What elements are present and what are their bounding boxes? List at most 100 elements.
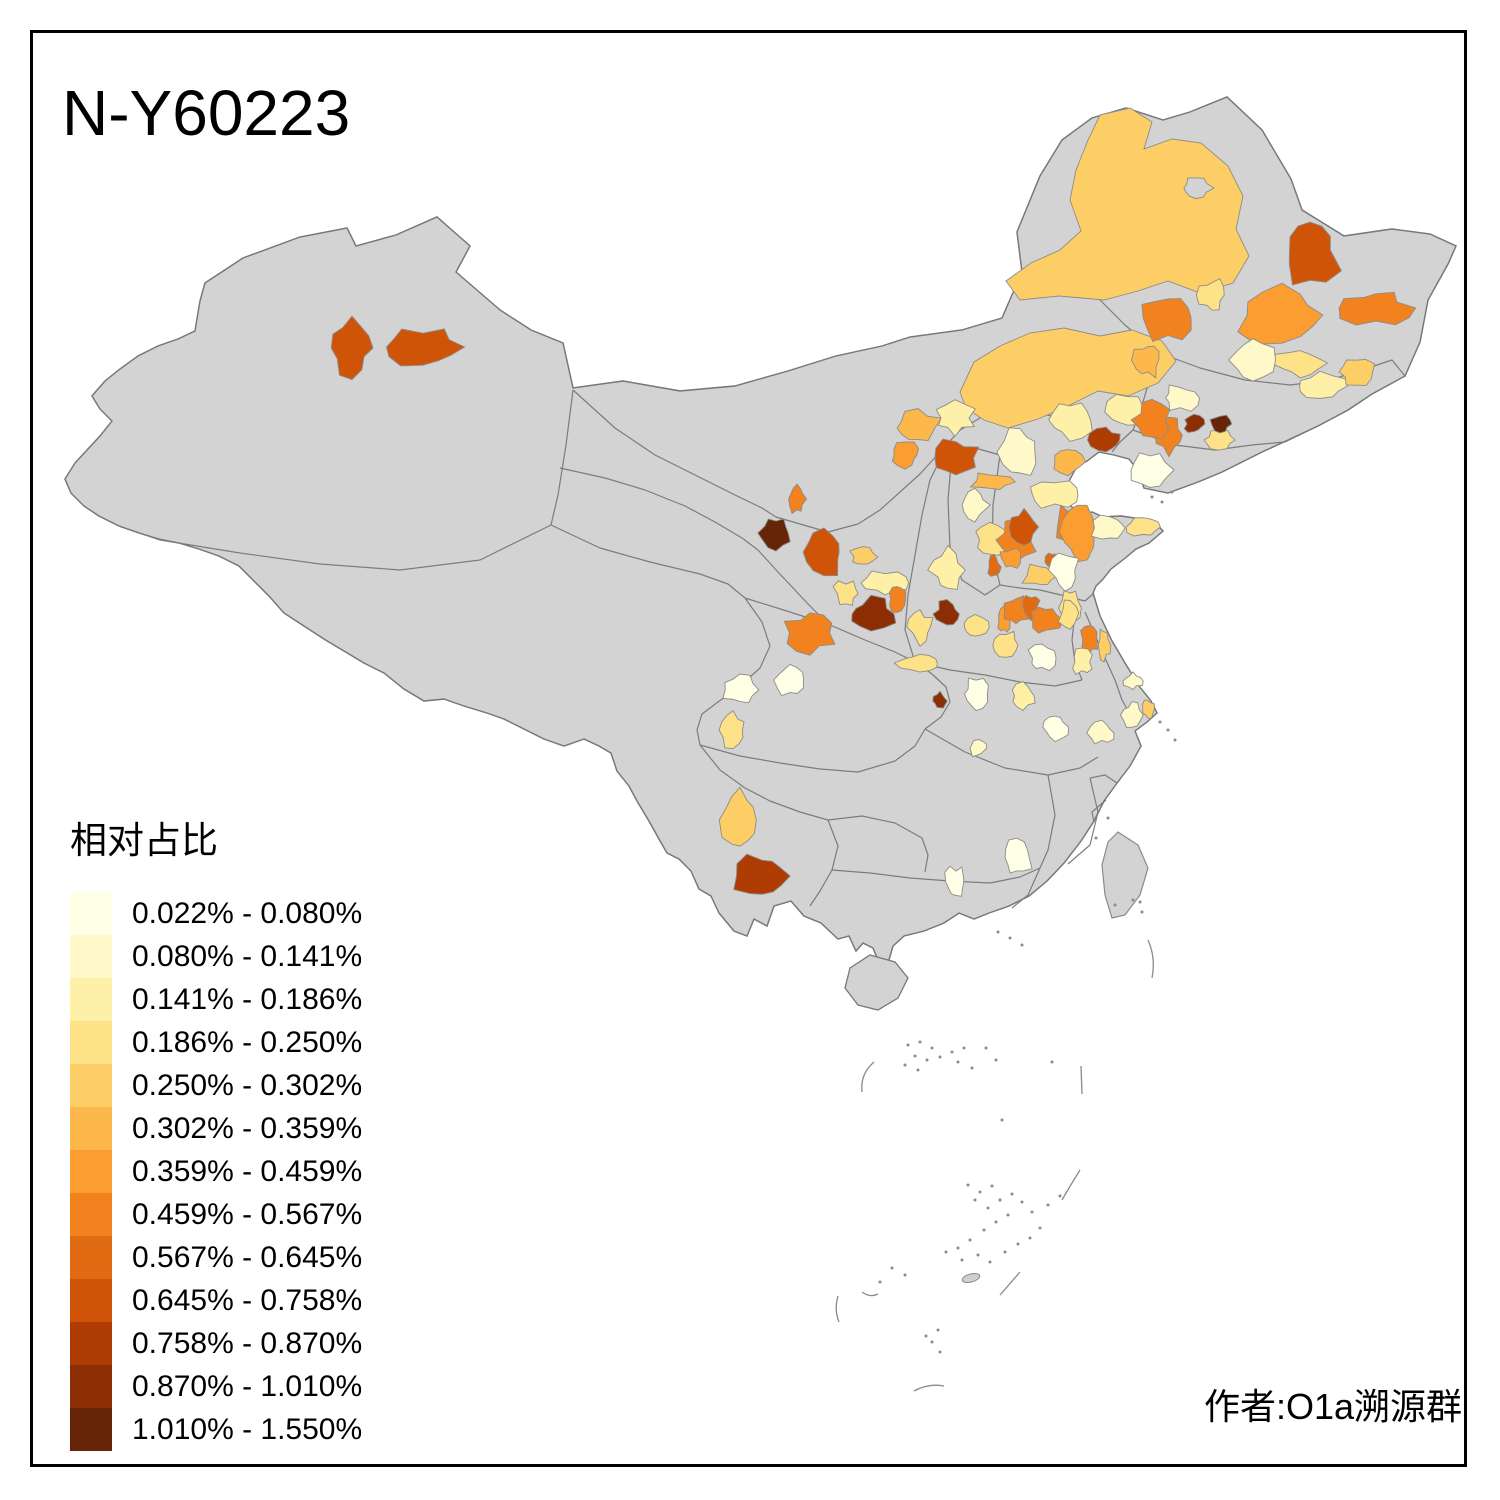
map-region <box>1048 402 1093 442</box>
island-dot <box>903 1273 907 1277</box>
island-dot <box>1038 1226 1042 1230</box>
legend-title: 相对占比 <box>70 820 218 861</box>
taiwan-island <box>1101 831 1149 919</box>
island-dot <box>978 1190 982 1194</box>
legend-row: 0.302% - 0.359% <box>70 1107 362 1150</box>
map-region <box>1004 837 1033 874</box>
island-arc <box>913 1384 945 1392</box>
island-dot <box>970 1066 974 1070</box>
legend-row: 0.645% - 0.758% <box>70 1279 362 1322</box>
legend-label: 1.010% - 1.550% <box>132 1412 363 1446</box>
island-dot <box>986 1206 990 1210</box>
island-dot <box>1020 1200 1024 1204</box>
map-region <box>1183 413 1206 433</box>
map-region <box>1027 643 1057 672</box>
island-dot <box>960 1258 964 1262</box>
page-title: N-Y60223 <box>62 77 351 149</box>
legend-label: 0.567% - 0.645% <box>132 1240 363 1274</box>
island-dot <box>956 1060 960 1064</box>
map-region <box>718 710 745 750</box>
island-dot <box>962 1046 966 1050</box>
map-region <box>1131 345 1160 379</box>
island-dot <box>988 1260 992 1264</box>
map-region <box>932 690 948 709</box>
map-region <box>927 544 967 590</box>
map-region <box>849 546 879 565</box>
map-region <box>1119 701 1144 728</box>
island-dot <box>930 1340 934 1344</box>
island-dot <box>1050 1060 1054 1064</box>
map-region <box>788 483 808 515</box>
map-region <box>893 653 938 673</box>
island-dot <box>1170 490 1174 494</box>
island-dot <box>925 1058 929 1062</box>
map-region <box>1130 398 1171 440</box>
island-dot <box>924 1334 928 1338</box>
map-region <box>1299 370 1349 399</box>
island-dot <box>1160 500 1164 504</box>
island-dot <box>1158 720 1162 724</box>
legend-swatch <box>70 1021 112 1064</box>
island-dot <box>1166 728 1170 732</box>
island-dot <box>916 1068 920 1072</box>
map-region <box>1097 628 1112 663</box>
map-region <box>1090 514 1126 540</box>
legend-swatch <box>70 1107 112 1150</box>
map-region <box>1203 428 1236 451</box>
map-region <box>1087 426 1121 453</box>
map-region <box>1058 504 1095 563</box>
map-region <box>935 399 977 438</box>
island-dot <box>1106 816 1110 820</box>
map-region <box>1142 699 1155 719</box>
map-region <box>996 427 1037 476</box>
south-china-sea-islands <box>835 490 1177 1392</box>
island-dot <box>1131 898 1135 902</box>
map-region <box>1048 552 1080 592</box>
island-dot <box>1173 738 1177 742</box>
legend-rows: 0.022% - 0.080% 0.080% - 0.141% 0.141% - 0… <box>70 892 362 1451</box>
legend-label: 0.459% - 0.567% <box>132 1197 363 1231</box>
map-region <box>1141 298 1192 343</box>
legend-row: 0.186% - 0.250% <box>70 1021 362 1064</box>
map-region <box>1057 599 1080 630</box>
legend-label: 0.250% - 0.302% <box>132 1068 363 1102</box>
island-dot <box>976 1253 980 1257</box>
map-region <box>896 408 943 442</box>
island-dot <box>913 1054 917 1058</box>
island-dot <box>1016 1242 1020 1246</box>
legend: 相对占比 0.022% - 0.080% 0.080% - 0.141% 0.141… <box>70 810 362 1451</box>
island-dot <box>1138 900 1142 904</box>
legend-swatch <box>70 1193 112 1236</box>
choropleth-regions <box>330 107 1417 897</box>
island-dot <box>878 1280 882 1284</box>
island-dot <box>982 1228 986 1232</box>
island-dot <box>1000 1118 1004 1122</box>
hainan-island <box>844 954 909 1011</box>
legend-row: 0.141% - 0.186% <box>70 978 362 1021</box>
island-arc <box>1061 1169 1081 1201</box>
map-region <box>386 328 466 367</box>
map-region <box>934 438 980 476</box>
island-dot <box>1030 1210 1034 1214</box>
island-dot <box>990 1184 994 1188</box>
map-region <box>964 677 989 712</box>
map-region <box>1008 507 1040 546</box>
legend-row: 0.758% - 0.870% <box>70 1322 362 1365</box>
legend-label: 0.186% - 0.250% <box>132 1025 363 1059</box>
map-region <box>1021 563 1058 586</box>
map-region <box>963 614 990 637</box>
island-dot <box>1020 943 1024 947</box>
map-gray-patch <box>1183 177 1215 200</box>
legend-swatch <box>70 1322 112 1365</box>
map-region <box>1042 715 1069 743</box>
map-region <box>1053 449 1086 477</box>
legend-swatch <box>70 892 112 935</box>
map-region-hulunbuir-area <box>1005 107 1250 301</box>
map-region <box>757 518 791 552</box>
island-dot <box>966 1183 970 1187</box>
island-dot <box>1113 903 1117 907</box>
map-region <box>1031 606 1063 634</box>
map-region <box>975 521 1007 556</box>
